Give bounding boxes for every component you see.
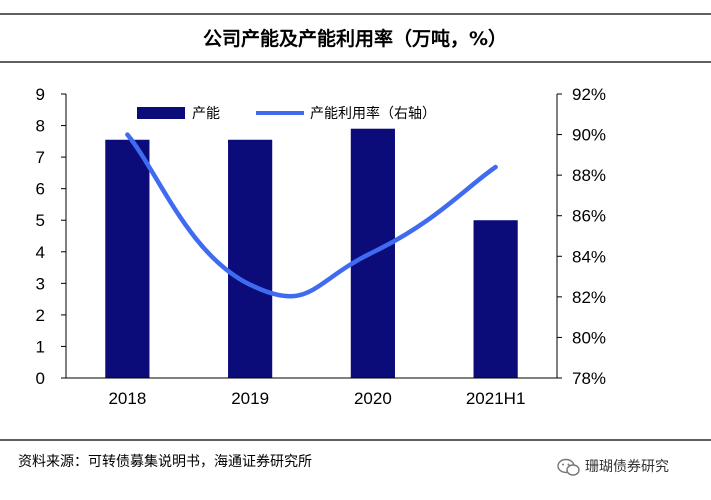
x-tick-label: 2020 bbox=[354, 389, 392, 408]
left-tick-label: 2 bbox=[36, 306, 45, 325]
right-tick-label: 90% bbox=[572, 126, 606, 145]
left-tick-label: 4 bbox=[36, 243, 45, 262]
utilization-line bbox=[125, 132, 498, 299]
line-series bbox=[125, 132, 498, 299]
bar-series bbox=[105, 128, 518, 378]
right-tick-label: 84% bbox=[572, 247, 606, 266]
left-tick-label: 7 bbox=[36, 148, 45, 167]
left-tick-label: 6 bbox=[36, 180, 45, 199]
right-axis: 78% 80% 82% 84% 86% 88% 90% 92% bbox=[557, 85, 606, 388]
left-tick-label: 1 bbox=[36, 337, 45, 356]
legend-line-label: 产能利用率（右轴） bbox=[310, 105, 436, 122]
bar-2021H1 bbox=[473, 220, 518, 378]
legend: 产能 产能利用率（右轴） bbox=[137, 105, 436, 122]
chart-title: 公司产能及产能利用率（万吨，%） bbox=[203, 27, 507, 50]
right-tick-label: 86% bbox=[572, 207, 606, 226]
bar-2019 bbox=[228, 139, 273, 378]
left-tick-label: 9 bbox=[36, 85, 45, 104]
watermark-text: 珊瑚债券研究 bbox=[585, 459, 669, 475]
x-tick-label: 2018 bbox=[108, 389, 146, 408]
left-tick-label: 0 bbox=[36, 369, 45, 388]
left-tick-label: 5 bbox=[36, 211, 45, 230]
x-axis: 2018 2019 2020 2021H1 bbox=[108, 389, 525, 408]
wechat-icon bbox=[557, 458, 580, 476]
right-tick-label: 80% bbox=[572, 328, 606, 347]
left-tick-label: 3 bbox=[36, 274, 45, 293]
source-note: 资料来源：可转债募集说明书，海通证券研究所 bbox=[18, 453, 312, 470]
right-tick-label: 78% bbox=[572, 369, 606, 388]
right-tick-label: 82% bbox=[572, 288, 606, 307]
right-tick-label: 92% bbox=[572, 85, 606, 104]
x-tick-label: 2021H1 bbox=[466, 389, 526, 408]
legend-bar-swatch bbox=[137, 107, 185, 119]
x-tick-label: 2019 bbox=[231, 389, 269, 408]
left-tick-label: 8 bbox=[36, 117, 45, 136]
watermark: 珊瑚债券研究 bbox=[557, 458, 669, 476]
right-tick-label: 88% bbox=[572, 166, 606, 185]
left-axis: 0 1 2 3 4 5 6 7 8 9 bbox=[36, 85, 66, 388]
bar-2018 bbox=[105, 139, 150, 378]
legend-bar-label: 产能 bbox=[192, 106, 220, 122]
